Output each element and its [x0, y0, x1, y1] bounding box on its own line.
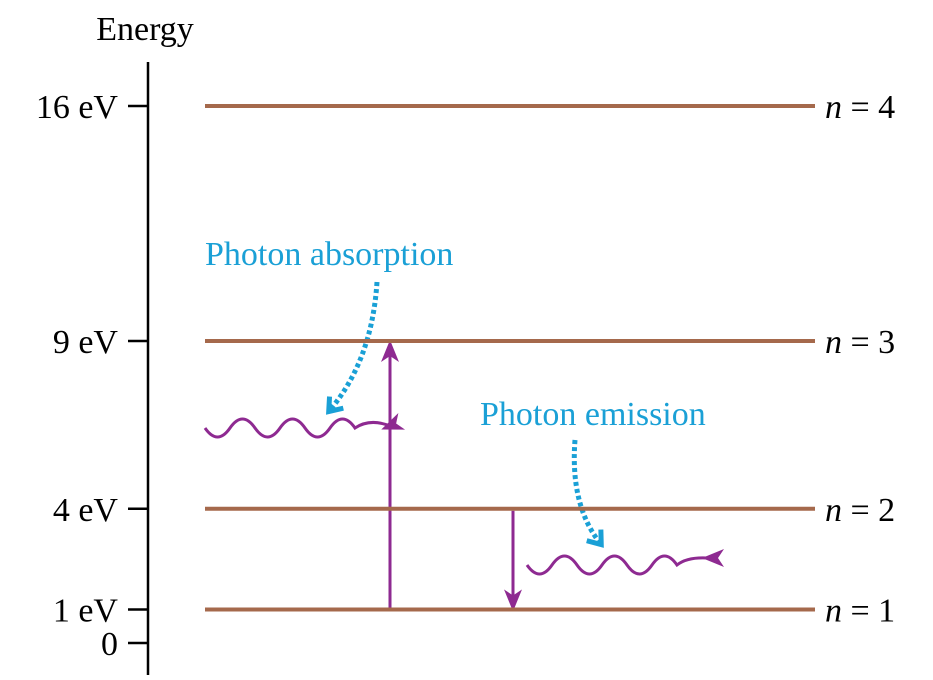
- tick-label: 9 eV: [53, 324, 119, 361]
- absorbed-photon: [203, 412, 406, 439]
- absorption-label: Photon absorption: [205, 236, 453, 273]
- level-label: n = 1: [825, 592, 895, 629]
- tick-label: 0: [101, 626, 118, 663]
- level-label: n = 4: [825, 89, 895, 126]
- absorption-pointer: [326, 281, 380, 415]
- tick-label: 16 eV: [36, 89, 119, 126]
- emission-label: Photon emission: [480, 396, 706, 433]
- level-label: n = 3: [825, 324, 895, 361]
- emission-pointer: [571, 439, 604, 548]
- tick-label: 4 eV: [53, 492, 119, 529]
- level-label: n = 2: [825, 492, 895, 529]
- axis-label: Energy: [96, 11, 194, 48]
- emitted-photon: [525, 549, 724, 576]
- tick-label: 1 eV: [53, 592, 119, 629]
